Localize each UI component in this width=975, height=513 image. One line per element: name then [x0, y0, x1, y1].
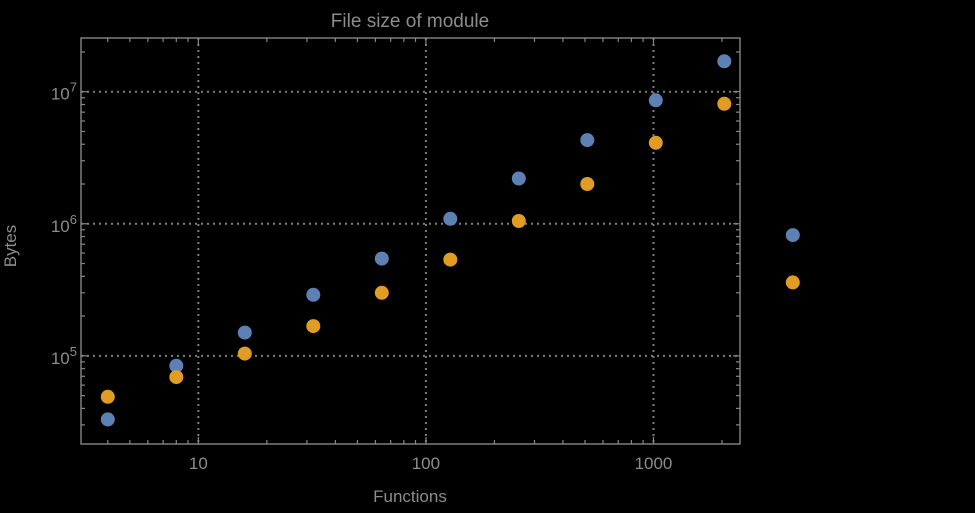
data-point-blue [511, 171, 526, 186]
data-point-orange [237, 346, 252, 361]
data-point-blue [100, 412, 115, 427]
data-point-blue [785, 228, 800, 243]
y-tick-label: 105 [51, 344, 77, 368]
y-axis-title: Bytes [1, 225, 20, 268]
data-point-blue [306, 287, 321, 302]
data-point-orange [169, 370, 184, 385]
data-point-orange [580, 177, 595, 191]
frame-layer [80, 37, 741, 445]
data-point-orange [374, 285, 389, 300]
data-point-orange [306, 319, 321, 334]
data-point-orange [511, 214, 526, 228]
x-tick-label: 100 [412, 454, 440, 473]
points-layer [100, 54, 800, 427]
x-axis-title: Functions [373, 487, 447, 506]
plot-frame [80, 37, 741, 445]
chart-title: File size of module [331, 11, 489, 32]
data-point-orange [717, 96, 732, 111]
data-point-orange [648, 135, 663, 150]
data-point-blue [648, 93, 663, 108]
x-tick-label: 1000 [635, 454, 673, 473]
y-tick-label: 107 [51, 80, 77, 104]
data-point-orange [100, 389, 115, 404]
x-tick-label: 10 [189, 454, 208, 473]
data-point-blue [237, 325, 252, 340]
data-point-blue [717, 54, 732, 69]
data-point-orange [443, 252, 458, 267]
y-tick-label: 106 [51, 212, 77, 236]
data-point-blue [169, 358, 184, 373]
data-point-blue [443, 211, 458, 226]
tick-labels-layer: 10 100 1000 105 106 107 [51, 80, 673, 473]
data-point-blue [580, 133, 595, 148]
data-point-orange [785, 275, 800, 290]
data-point-blue [374, 251, 389, 266]
